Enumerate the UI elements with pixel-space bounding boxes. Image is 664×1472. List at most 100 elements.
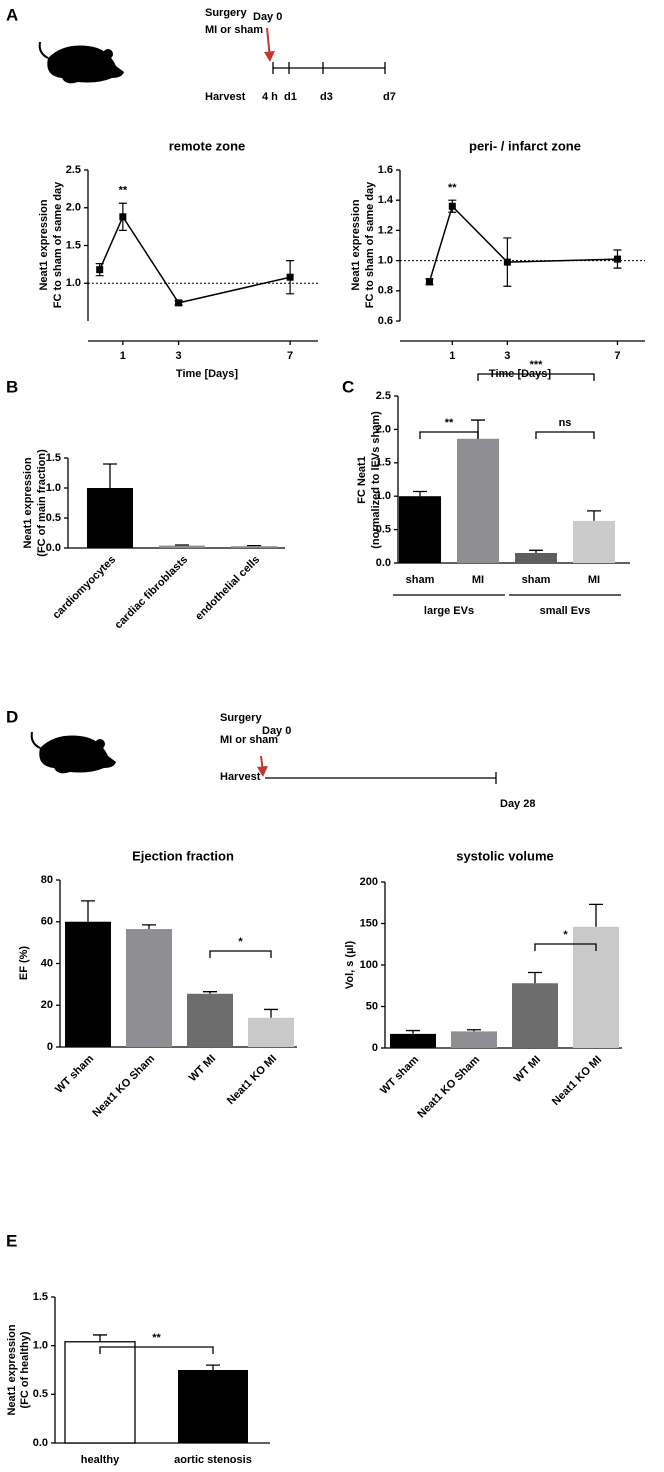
y-tick-label: 1.5 [66,239,81,251]
significance-bracket [99,1346,214,1354]
data-point [96,266,104,274]
timeline-text: Harvest [205,91,246,103]
x-tick-label: sham [522,574,551,586]
bar [515,552,557,563]
x-tick-label: WT MI [512,1054,543,1085]
timeline-text: Day 0 [262,725,291,737]
y-tick-label: 2.0 [376,423,391,435]
series-line [99,215,291,304]
error-bar [589,903,603,927]
significance-bracket [477,373,595,381]
x-tick-label: Neat1 KO Sham [90,1053,157,1120]
annotation: ** [445,417,454,429]
y-tick-label: 1.0 [378,255,393,267]
y-axis-label: Neat1 expression [6,1324,18,1415]
y-tick-label: 1.4 [378,194,394,206]
x-tick-label: cardiomyocytes [50,554,118,622]
data-point [119,213,127,221]
timeline-text: MI or sham [220,734,278,746]
y-tick-label: 1.0 [33,1340,48,1352]
error-bar [587,510,601,521]
bar [231,546,277,548]
data-point [175,299,183,307]
error-bar [142,924,156,930]
chart-title: remote zone [169,138,246,153]
panel-label: E [6,1231,17,1250]
y-axis-label: Neat1 expression [22,457,34,548]
bar [248,1017,294,1047]
y-tick-label: 0.5 [33,1388,48,1400]
x-tick-label: 1 [449,350,455,362]
error-bar [406,1029,420,1034]
error-bar [103,463,117,488]
y-tick-label: 1.0 [66,277,81,289]
chart-title: systolic volume [456,848,554,863]
bar [512,983,558,1048]
y-axis-label: FC to sham of same day [364,181,376,308]
annotation: * [238,936,243,948]
annotation: ** [448,182,457,194]
y-tick-label: 1.5 [376,457,391,469]
annotation: ns [559,417,572,429]
error-bar [203,991,217,994]
mouse-icon [38,41,124,84]
timeline-text: d7 [383,91,396,103]
x-tick-label: healthy [81,1454,120,1466]
x-tick-label: WT MI [187,1053,218,1084]
y-axis-label: Neat1 expression [350,199,362,290]
annotation: ** [119,185,128,197]
y-tick-label: 0.5 [376,524,391,536]
error-bar [247,544,261,547]
y-axis-label: (normalized to lEVs sham) [370,411,382,549]
error-bar [467,1029,481,1032]
bar [65,921,111,1047]
y-tick-label: 0.5 [46,512,61,524]
timeline-text: d3 [320,91,333,103]
x-tick-label: Neat1 KO MI [225,1053,279,1107]
red-arrow [257,755,268,777]
y-tick-label: 80 [41,874,53,886]
timeline-text: Day 28 [500,798,535,810]
x-tick-label: 3 [176,350,182,362]
x-tick-label: 3 [504,350,510,362]
x-tick-label: aortic stenosis [174,1454,252,1466]
data-point [286,273,294,281]
y-tick-label: 1.5 [33,1291,48,1303]
x-tick-label: MI [588,574,600,586]
y-tick-label: 100 [360,959,378,971]
bar [573,520,615,563]
y-tick-label: 0.8 [378,285,393,297]
x-tick-label: sham [406,574,435,586]
y-tick-label: 60 [41,916,53,928]
y-axis-label: FC to sham of same day [52,181,64,308]
mouse-icon [30,731,116,774]
group-label: large EVs [424,605,474,617]
y-tick-label: 2.5 [376,390,391,402]
y-tick-label: 2.5 [66,164,81,176]
y-tick-label: 1.6 [378,164,393,176]
y-axis-label: (FC of main fraction) [36,449,48,557]
panel-label: B [6,377,18,396]
annotation: * [563,929,568,941]
x-tick-label: endothelial cells [193,554,262,623]
timeline [272,62,386,74]
y-tick-label: 2.0 [66,202,81,214]
y-tick-label: 0 [47,1041,53,1053]
bar [187,993,233,1047]
x-tick-label: WT sham [53,1053,96,1096]
x-tick-label: 1 [120,350,126,362]
bar [126,929,172,1047]
bar [159,545,205,548]
y-tick-label: 1.2 [378,224,393,236]
significance-bracket [535,431,595,439]
significance-bracket [419,431,479,439]
y-axis-label: Vol, s (µl) [344,941,356,990]
y-axis-label: EF (%) [18,946,30,981]
data-point [448,202,456,210]
data-point [613,255,621,263]
significance-bracket [209,950,272,958]
data-point [503,258,511,266]
data-point [425,278,433,286]
annotation: ** [152,1332,161,1344]
